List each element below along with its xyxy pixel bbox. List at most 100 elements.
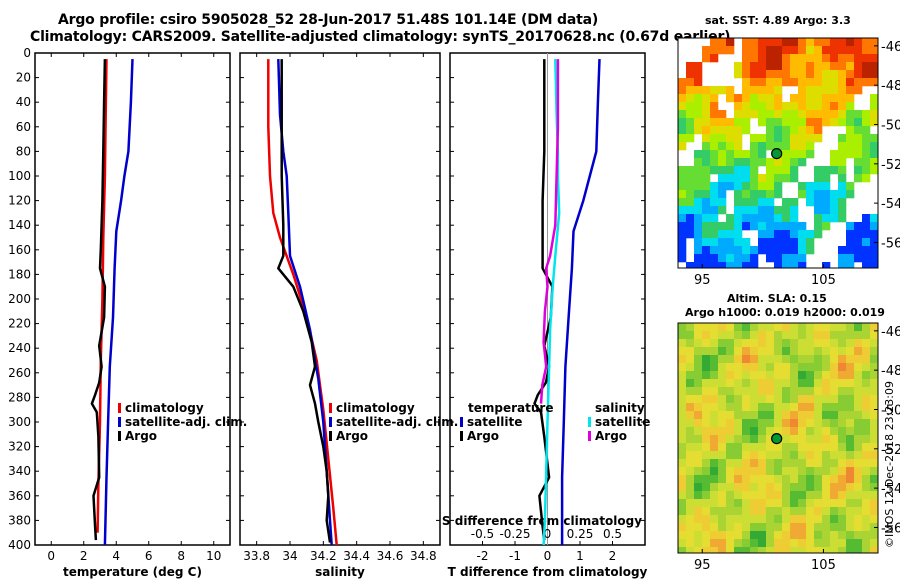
sst-map-cell (702, 262, 711, 269)
sla-map-cell (846, 355, 855, 364)
sst-map-cell (718, 222, 727, 231)
sst-map-cell (862, 166, 871, 175)
sla-map-cell (702, 467, 711, 476)
sla-map-cell (694, 379, 703, 388)
sst-map-cell (742, 70, 751, 79)
sla-map-cell (846, 459, 855, 468)
sla-map-cell (798, 451, 807, 460)
sla-map-cell (870, 379, 879, 388)
sst-map-cell (734, 118, 743, 127)
sla-map-cell (774, 467, 783, 476)
sla-map-cell (774, 323, 783, 332)
sst-map-cell (702, 86, 711, 95)
salinity-frame (239, 52, 441, 546)
sla-map-cell (726, 355, 735, 364)
sst-map-cell (790, 150, 799, 159)
sst-map-cell (718, 254, 727, 263)
sla-map-cell (758, 347, 767, 356)
sst-map-cell (822, 54, 831, 63)
sst-map-cell (862, 222, 871, 231)
sla-map-cell (758, 523, 767, 532)
sst-map-cell (838, 166, 847, 175)
sst-map-cell (774, 62, 783, 71)
sst-map-cell (782, 246, 791, 255)
sla-map-lat-label: -50 (881, 403, 900, 418)
sla-map-cell (734, 371, 743, 380)
sla-map-cell (782, 323, 791, 332)
sla-map-cell (766, 451, 775, 460)
sla-map-cell (782, 371, 791, 380)
sla-map-cell (798, 539, 807, 548)
sla-map-cell (822, 379, 831, 388)
series-argo (90, 59, 107, 541)
sla-map-cell (702, 539, 711, 548)
sla-map-cell (806, 339, 815, 348)
sst-map-lat-label: -54 (881, 197, 900, 212)
sla-map-cell (742, 507, 751, 516)
sla-map-cell (726, 451, 735, 460)
pressure-tick-label: 340 (8, 464, 31, 478)
sla-map-cell (726, 539, 735, 548)
sla-map-cell (718, 323, 727, 332)
sst-map-cell (838, 86, 847, 95)
sla-map-cell (846, 427, 855, 436)
sst-map-cell (678, 78, 687, 87)
sst-map-cell (774, 206, 783, 215)
sst-map-cell (750, 54, 759, 63)
sst-map-cell (710, 150, 719, 159)
sla-map-cell (814, 491, 823, 500)
sla-map-cell (798, 339, 807, 348)
sst-map-cell (734, 206, 743, 215)
sla-map-cell (718, 531, 727, 540)
sla-map-cell (870, 419, 879, 428)
sst-map-cell (790, 262, 799, 269)
sst-map-cell (798, 70, 807, 79)
sst-map-cell (742, 110, 751, 119)
sla-map-cell (782, 331, 791, 340)
sla-map-lat-label: -56 (881, 521, 900, 536)
sst-map-cell (806, 142, 815, 151)
sst-map-cell (702, 134, 711, 143)
sst-map-cell (822, 166, 831, 175)
pressure-tick-label: 220 (8, 317, 31, 331)
sla-map-float-marker (771, 432, 783, 445)
sst-map-cell (838, 110, 847, 119)
pressure-tick-label: 260 (8, 366, 31, 380)
sst-map-cell (734, 158, 743, 167)
sla-map-cell (790, 459, 799, 468)
sst-map-cell (798, 246, 807, 255)
sst-map-cell (854, 70, 863, 79)
sla-map-cell (734, 331, 743, 340)
sla-map-frame (677, 322, 879, 554)
sla-map-cell (774, 395, 783, 404)
sst-map-cell (686, 94, 695, 103)
sla-map-cell (678, 451, 687, 460)
sst-map-cell (766, 206, 775, 215)
sla-map-cell (758, 547, 767, 554)
sst-map-cell (678, 118, 687, 127)
sla-map-cell (830, 515, 839, 524)
sla-map-cell (822, 347, 831, 356)
sla-map-cell (862, 339, 871, 348)
sla-map-cell (806, 379, 815, 388)
sla-map-cell (870, 443, 879, 452)
sst-map-cell (774, 214, 783, 223)
sla-map-cell (766, 531, 775, 540)
sst-map-cell (814, 198, 823, 207)
difference-from-climatology-xtick-label: 1 (576, 549, 584, 563)
sla-map-cell (822, 491, 831, 500)
sst-map-cell (782, 198, 791, 207)
sla-map-cell (814, 331, 823, 340)
sst-map-cell (742, 38, 751, 47)
sst-map-cell (798, 238, 807, 247)
sla-map-cell (838, 523, 847, 532)
sla-map-cell (686, 547, 695, 554)
sla-map-cell (846, 435, 855, 444)
sst-map-cell (782, 230, 791, 239)
sla-map-cell (822, 539, 831, 548)
sst-map-cell (822, 70, 831, 79)
sla-map-cell (870, 539, 879, 548)
sla-map-cell (686, 379, 695, 388)
sla-map-cell (702, 387, 711, 396)
sla-map-cell (822, 403, 831, 412)
